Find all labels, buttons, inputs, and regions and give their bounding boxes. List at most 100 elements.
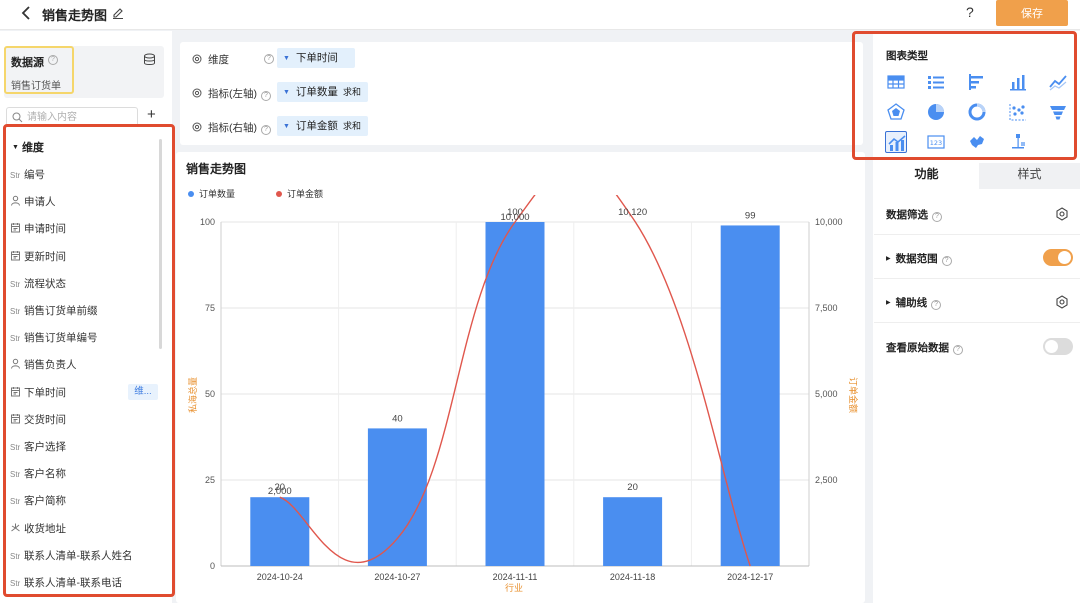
bar	[720, 225, 780, 566]
bar	[250, 497, 310, 566]
radar-icon[interactable]	[885, 101, 907, 123]
data-range-toggle[interactable]	[1043, 249, 1073, 266]
x-tick-label: 2024-12-17	[727, 572, 773, 582]
calendar-icon	[11, 413, 20, 424]
y-right-tick-label: 7,500	[815, 303, 838, 313]
raw-data-label: 查看原始数据	[886, 342, 949, 354]
number-card-icon[interactable]: 123	[925, 131, 947, 153]
edit-icon[interactable]	[111, 6, 125, 20]
datasource-name: 销售订货单	[11, 81, 61, 92]
field-item[interactable]: 申请时间	[10, 221, 66, 237]
user-icon	[11, 195, 20, 206]
data-range-label: 数据范围	[895, 253, 938, 265]
field-item[interactable]: Str 流程状态	[10, 276, 66, 292]
add-field-button[interactable]: +	[147, 106, 156, 123]
field-item[interactable]: 收货地址	[10, 521, 66, 537]
field-item[interactable]: Str 编号	[10, 167, 45, 183]
chart-type-label: 图表类型	[886, 50, 928, 62]
field-item[interactable]: Str 联系人清单-联系人姓名	[10, 548, 133, 564]
x-tick-label: 2024-10-24	[257, 572, 303, 582]
metric-left-help-icon[interactable]: ?	[261, 91, 271, 101]
dimension-group-header[interactable]: ▼ 维度	[12, 142, 44, 154]
guide-line-label: 辅助线	[895, 297, 928, 309]
dimension-help-icon[interactable]: ?	[264, 54, 274, 64]
tab-function[interactable]: 功能	[874, 163, 979, 189]
raw-data-toggle[interactable]	[1043, 338, 1073, 355]
legend-item-series-0[interactable]: 订单数量	[188, 187, 235, 200]
y-left-tick-label: 75	[205, 303, 215, 313]
pie-icon[interactable]	[925, 101, 947, 123]
raw-data-help-icon[interactable]: ?	[953, 345, 963, 355]
dimension-chip[interactable]: ▼ 下单时间	[277, 48, 355, 68]
target-icon	[192, 122, 202, 132]
data-filter-row[interactable]: 数据筛选?	[874, 193, 1080, 235]
location-icon	[11, 523, 20, 531]
bar-data-label: 100	[507, 207, 523, 218]
field-list-scrollbar[interactable]	[159, 139, 162, 349]
dimension-row: 维度	[192, 52, 229, 72]
metric-right-row: 指标(右轴)?	[192, 120, 271, 140]
list-icon[interactable]	[925, 71, 947, 93]
gear-icon[interactable]	[1055, 207, 1069, 221]
legend-item-series-1[interactable]: 订单金额	[276, 187, 323, 200]
y-left-tick-label: 25	[205, 475, 215, 485]
field-item[interactable]: Str 客户名称	[10, 466, 66, 482]
field-item[interactable]: 交货时间	[10, 412, 66, 428]
datasource-label: 数据源	[11, 57, 44, 69]
tab-style[interactable]: 样式	[979, 163, 1080, 189]
raw-data-row[interactable]: 查看原始数据?	[874, 326, 1080, 368]
donut-icon[interactable]	[966, 101, 988, 123]
field-item[interactable]: 申请人	[10, 194, 56, 210]
back-arrow-icon[interactable]	[18, 4, 36, 22]
guide-line-row[interactable]: ▶ 辅助线?	[874, 281, 1080, 323]
y-right-tick-label: 10,000	[815, 217, 843, 227]
funnel-icon[interactable]	[1047, 101, 1069, 123]
field-item[interactable]: Str 客户选择	[10, 439, 66, 455]
metric-right-help-icon[interactable]: ?	[261, 125, 271, 135]
gear-icon[interactable]	[1055, 295, 1069, 309]
map-icon[interactable]	[966, 131, 988, 153]
field-item-label: 销售负责人	[24, 359, 77, 372]
string-type-icon: Str	[10, 171, 21, 180]
field-item[interactable]: 更新时间	[10, 249, 66, 265]
field-item[interactable]: Str 客户简称	[10, 493, 66, 509]
page-title: 销售走势图	[42, 8, 108, 23]
field-used-badge: 维...	[128, 384, 158, 400]
data-filter-help-icon[interactable]: ?	[932, 212, 942, 222]
metric-left-row: 指标(左轴)?	[192, 86, 271, 106]
guide-line-help-icon[interactable]: ?	[931, 300, 942, 310]
combo-icon[interactable]	[885, 131, 907, 153]
table-icon[interactable]	[885, 71, 907, 93]
bar-data-label: 99	[745, 210, 756, 221]
help-button[interactable]: ?	[966, 4, 974, 20]
field-item[interactable]: 下单时间	[10, 385, 66, 401]
field-item-label: 客户名称	[24, 468, 66, 481]
field-search-input[interactable]	[27, 110, 135, 125]
bar-icon[interactable]	[1007, 71, 1029, 93]
field-item[interactable]: Str 联系人清单-联系电话	[10, 575, 122, 591]
field-item[interactable]: 销售负责人	[10, 357, 77, 373]
field-item[interactable]: Str 销售订货单前缀	[10, 303, 98, 319]
svg-text:123: 123	[930, 139, 942, 147]
field-item-label: 客户简称	[24, 495, 66, 508]
string-type-icon: Str	[10, 307, 21, 316]
metric-left-chip[interactable]: ▼ 订单数量 求和	[277, 82, 368, 102]
tree-icon[interactable]	[1007, 131, 1029, 153]
string-type-icon: Str	[10, 579, 21, 588]
scatter-icon[interactable]	[1007, 101, 1029, 123]
y-right-tick-label: 2,500	[815, 475, 838, 485]
database-icon[interactable]	[143, 53, 156, 66]
data-range-help-icon[interactable]: ?	[941, 256, 952, 266]
line-icon[interactable]	[1047, 71, 1069, 93]
datasource-help-icon[interactable]: ?	[48, 55, 58, 65]
datasource-card[interactable]	[4, 46, 164, 98]
line-data-label: 10,120	[618, 207, 647, 218]
field-item[interactable]: Str 销售订货单编号	[10, 330, 98, 346]
horizontal-bar-icon[interactable]	[966, 71, 988, 93]
data-range-row[interactable]: ▶ 数据范围?	[874, 237, 1080, 279]
field-item-label: 销售订货单编号	[24, 332, 98, 345]
string-type-icon: Str	[10, 497, 21, 507]
bar-data-label: 20	[627, 482, 638, 493]
metric-right-chip[interactable]: ▼ 订单金额 求和	[277, 116, 368, 136]
save-button[interactable]: 保存	[996, 0, 1068, 26]
